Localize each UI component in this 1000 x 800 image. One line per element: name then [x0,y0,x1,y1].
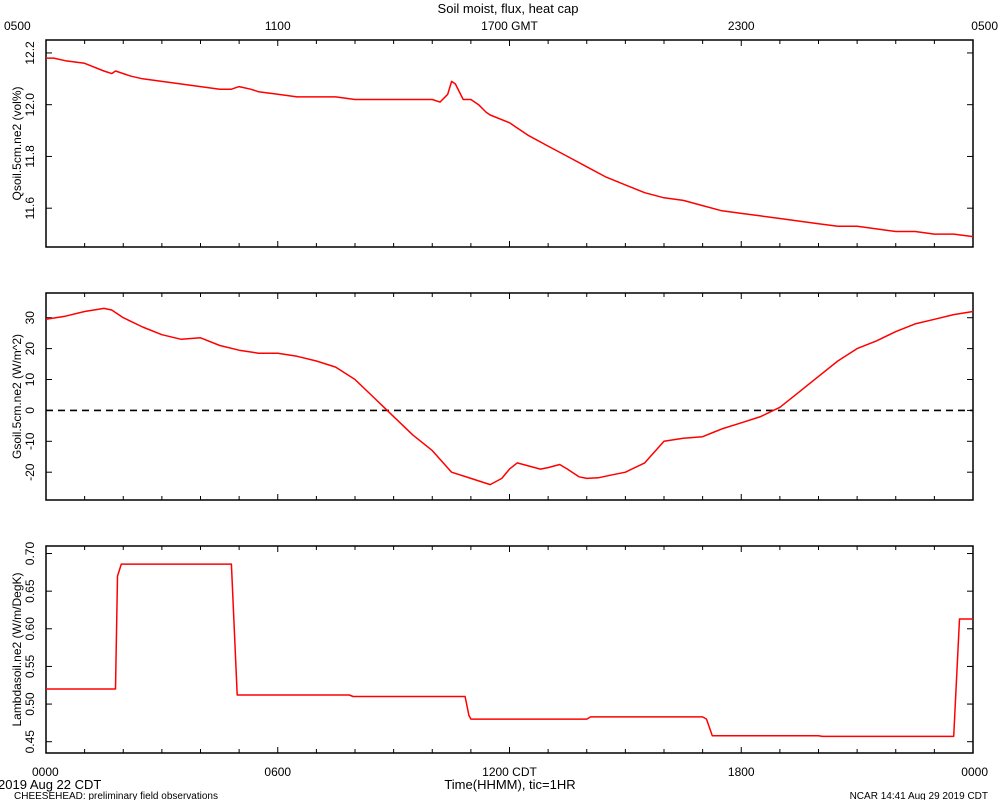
panel-1: 11.6 11.8 12.0 12.2 Qsoil.5cm.ne2 (vol%) [10,39,974,248]
y-axis-label: Gsoil.5cm.ne2 (W/m^2) [10,334,24,459]
y-tick-label: 0.45 [23,730,37,754]
y-axis-label: Lambdasoil.ne2 (W/m/DegK) [10,572,24,726]
y-tick-label: 12.2 [23,41,37,65]
chart-title: Soil moist, flux, heat cap [438,1,579,16]
top-tick-label: 2300 [728,19,755,33]
y-tick-label: 20 [23,342,37,356]
x-axis-label: Time(HHMM), tic=1HR [444,777,575,792]
y-tick-label: 12.0 [23,93,37,117]
y-tick-label: 10 [23,373,37,387]
y-tick-label: 0.50 [23,692,37,716]
y-tick-label: 0 [23,407,37,414]
bottom-tick-label: 0000 [961,765,988,779]
y-tick-label: 30 [23,311,37,325]
top-tick-label: 1100 [265,19,291,33]
panel-2: -20 -10 0 10 20 30 Gsoil.5cm.ne2 (W/m^2) [10,292,974,501]
date-label: 2019 Aug 22 CDT [0,777,101,792]
y-tick-label: 0.70 [23,542,37,566]
y-axis-label: Qsoil.5cm.ne2 (vol%) [10,86,24,200]
y-tick-label: 11.8 [23,145,37,168]
bottom-tick-label: 1200 CDT [482,765,537,779]
y-tick-label: 0.55 [23,654,37,678]
y-tick-label: -20 [23,463,37,481]
top-axis-tick-labels: 0500 1100 1700 GMT 2300 0500 [4,19,998,33]
top-tick-label: 0500 [4,19,31,33]
bottom-axis-tick-labels: 0000 0600 1200 CDT 1800 0000 [32,765,988,779]
generated-stamp: NCAR 14:41 Aug 29 2019 CDT [850,791,988,800]
y-tick-label: 11.6 [23,197,37,220]
bottom-tick-label: 0600 [264,765,291,779]
panel-frame [45,545,974,754]
series-line [46,57,974,238]
series-line [45,307,974,486]
y-tick-label: 0.60 [23,617,37,641]
y-tick-label: 0.65 [23,579,37,603]
bottom-tick-label: 0000 [32,765,59,779]
panel-frame [45,39,974,248]
panel-3: 0.45 0.50 0.55 0.60 0.65 0.70 Lambdasoil.ne2 (… [10,542,974,754]
top-tick-label: 1700 GMT [481,19,538,33]
bottom-tick-label: 1800 [728,765,755,779]
project-note: CHEESEHEAD: preliminary field observatio… [14,791,218,800]
series-line [46,563,973,738]
y-tick-label: -10 [23,432,37,450]
top-tick-label: 0500 [971,19,998,33]
